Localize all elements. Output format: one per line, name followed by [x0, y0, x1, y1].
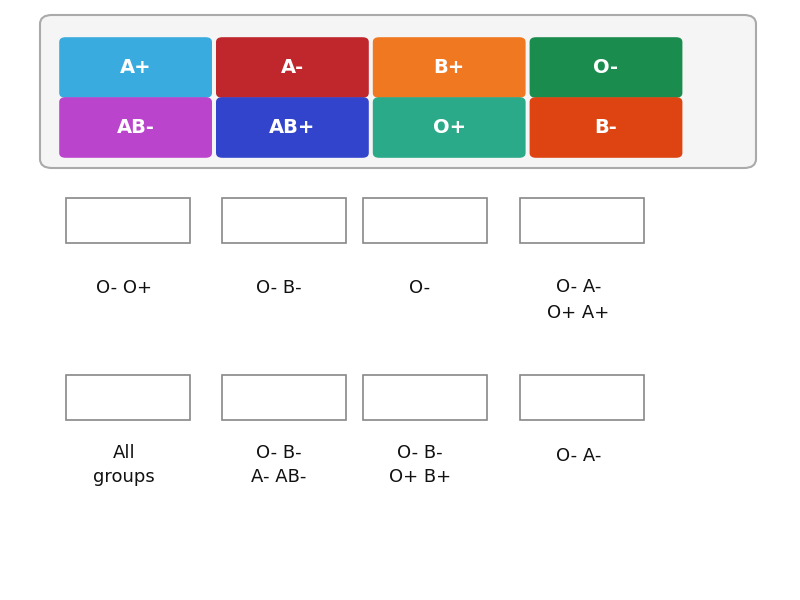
Text: O-: O- [594, 58, 618, 77]
FancyBboxPatch shape [520, 375, 644, 420]
Text: O- B-
A- AB-: O- B- A- AB- [250, 443, 306, 487]
FancyBboxPatch shape [520, 198, 644, 243]
FancyBboxPatch shape [40, 15, 756, 168]
FancyBboxPatch shape [216, 97, 369, 158]
FancyBboxPatch shape [59, 97, 212, 158]
FancyBboxPatch shape [222, 375, 346, 420]
Text: AB+: AB+ [270, 118, 315, 137]
FancyBboxPatch shape [363, 198, 487, 243]
FancyBboxPatch shape [216, 37, 369, 98]
Text: O- A-: O- A- [556, 447, 601, 465]
FancyBboxPatch shape [530, 97, 682, 158]
Text: O- B-: O- B- [255, 279, 302, 297]
Text: O- B-
O+ B+: O- B- O+ B+ [389, 443, 451, 487]
Text: O+: O+ [433, 118, 466, 137]
Text: B+: B+ [434, 58, 465, 77]
Text: AB-: AB- [117, 118, 154, 137]
FancyBboxPatch shape [66, 198, 190, 243]
FancyBboxPatch shape [373, 37, 526, 98]
Text: O- O+: O- O+ [96, 279, 152, 297]
FancyBboxPatch shape [530, 37, 682, 98]
FancyBboxPatch shape [66, 375, 190, 420]
Text: O- A-
O+ A+: O- A- O+ A+ [547, 278, 610, 322]
FancyBboxPatch shape [363, 375, 487, 420]
Text: B-: B- [594, 118, 618, 137]
FancyBboxPatch shape [222, 198, 346, 243]
FancyBboxPatch shape [59, 37, 212, 98]
Text: A+: A+ [120, 58, 151, 77]
Text: O-: O- [410, 279, 430, 297]
Text: All
groups: All groups [93, 443, 155, 487]
FancyBboxPatch shape [373, 97, 526, 158]
Text: A-: A- [281, 58, 304, 77]
